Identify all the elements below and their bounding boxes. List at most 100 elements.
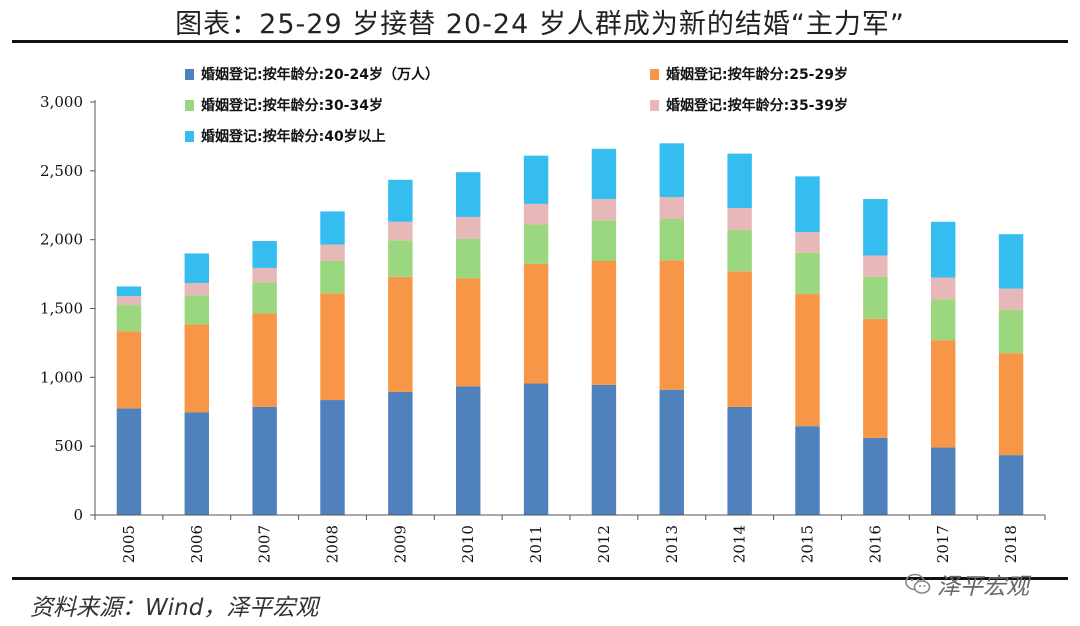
bar-segment [998, 455, 1024, 515]
bar-segment [659, 196, 684, 220]
bar-segment [659, 260, 684, 390]
bar-segment [116, 286, 142, 297]
bar-segment [863, 437, 888, 515]
x-tick-label: 2008 [324, 525, 342, 563]
y-tick-label: 2,000 [40, 231, 83, 249]
bar-segment [591, 384, 617, 515]
watermark: 泽平宏观 [905, 570, 1029, 600]
legend-label: 婚姻登记:按年龄分:40岁以上 [201, 128, 386, 145]
bar-segment [252, 267, 277, 283]
x-tick-label: 2006 [188, 525, 206, 563]
bar-segment [184, 283, 209, 296]
x-tick-label: 2018 [1002, 525, 1020, 563]
bar-segment [456, 238, 481, 279]
source-note: 资料来源：Wind，泽平宏观 [30, 595, 319, 621]
bar-segment [116, 305, 142, 332]
x-tick-label: 2011 [527, 525, 545, 563]
y-tick-label: 2,500 [40, 162, 83, 180]
bar-segment [320, 400, 345, 515]
bar-segment [998, 353, 1024, 456]
bar-segment [931, 299, 956, 341]
legend-swatch [185, 69, 194, 80]
bar-segment [252, 406, 277, 515]
wechat-icon [905, 573, 931, 594]
y-tick-label: 0 [73, 506, 83, 524]
bar-segment [591, 148, 617, 200]
bar-segment [523, 203, 549, 225]
bar-segment [456, 172, 481, 217]
legend-label: 婚姻登记:按年龄分:30-34岁 [201, 97, 383, 114]
x-tick-label: 2012 [595, 525, 613, 563]
bar-segment [931, 340, 956, 448]
bar-segment [184, 324, 209, 413]
x-tick-label: 2015 [799, 525, 817, 563]
bar-segment [523, 263, 549, 384]
legend-label: 婚姻登记:按年龄分:35-39岁 [666, 97, 848, 114]
bar-segment [116, 331, 142, 409]
bar-segment [863, 199, 888, 256]
y-axis: 0 500 1,000 1,500 2,000 2,500 3,000 [40, 93, 96, 524]
bar-segment [252, 313, 277, 407]
bar-segment [456, 278, 481, 387]
legend-swatch [650, 100, 659, 111]
bar-segment [659, 389, 684, 515]
bar-segment [523, 383, 549, 515]
x-tick-label: 2016 [866, 525, 884, 563]
x-tick-label: 2009 [391, 525, 409, 563]
bar-segment [591, 220, 617, 262]
chart-title: 图表：25-29 岁接替 20-24 岁人群成为新的结婚“主力军” [175, 9, 905, 40]
y-tick-label: 1,500 [40, 300, 83, 318]
bar-segment [863, 276, 888, 319]
legend-swatch [185, 131, 194, 142]
bar-segment [795, 252, 820, 295]
x-axis: 2005 2006 2007 2008 2009 2010 2011 2012 2013 2014… [94, 514, 1046, 563]
bar-segment [320, 293, 345, 401]
bar-segment [795, 294, 820, 427]
bar-segment [591, 199, 617, 221]
bar-segment [727, 153, 752, 209]
legend-swatch [185, 100, 194, 111]
x-tick-label: 2013 [663, 525, 681, 563]
bar-segment [998, 309, 1024, 354]
bar-segment [252, 282, 277, 314]
top-rule [12, 40, 1068, 43]
bars [116, 143, 1024, 515]
bar-segment [727, 208, 752, 231]
bar-segment [252, 241, 277, 268]
x-tick-label: 2014 [731, 525, 749, 563]
x-tick-label: 2010 [459, 525, 477, 563]
bar-segment [795, 232, 820, 253]
legend-label: 婚姻登记:按年龄分:25-29岁 [666, 66, 848, 83]
bar-segment [388, 221, 413, 241]
bar-segment [727, 406, 752, 515]
bar-segment [659, 143, 684, 197]
bar-segment [456, 216, 481, 239]
bar-segment [184, 412, 209, 515]
bar-segment [591, 261, 617, 385]
bar-segment [659, 219, 684, 261]
bar-segment [320, 261, 345, 294]
bar-segment [523, 155, 549, 204]
bar-segment [184, 253, 209, 284]
watermark-text: 泽平宏观 [937, 574, 1029, 600]
bar-segment [320, 244, 345, 262]
bar-segment [931, 277, 956, 300]
bottom-rule [12, 577, 1068, 580]
y-tick-label: 1,000 [40, 368, 83, 386]
legend-swatch [650, 69, 659, 80]
legend-label: 婚姻登记:按年龄分:20-24岁（万人） [201, 66, 439, 83]
bar-segment [456, 386, 481, 515]
bar-segment [727, 271, 752, 407]
y-tick-label: 3,000 [40, 93, 83, 111]
bar-segment [931, 447, 956, 515]
legend: 婚姻登记:按年龄分:20-24岁（万人） 婚姻登记:按年龄分:25-29岁婚姻登记… [185, 66, 848, 145]
bar-segment [863, 318, 888, 438]
bar-segment [998, 234, 1024, 289]
bar-segment [184, 295, 209, 325]
bar-segment [388, 179, 413, 222]
bar-segment [116, 408, 142, 515]
bar-segment [320, 211, 345, 245]
stacked-bar-chart: 婚姻登记:按年龄分:20-24岁（万人） 婚姻登记:按年龄分:25-29岁婚姻登记… [40, 66, 1046, 563]
x-tick-label: 2007 [256, 525, 274, 563]
bar-segment [863, 255, 888, 277]
